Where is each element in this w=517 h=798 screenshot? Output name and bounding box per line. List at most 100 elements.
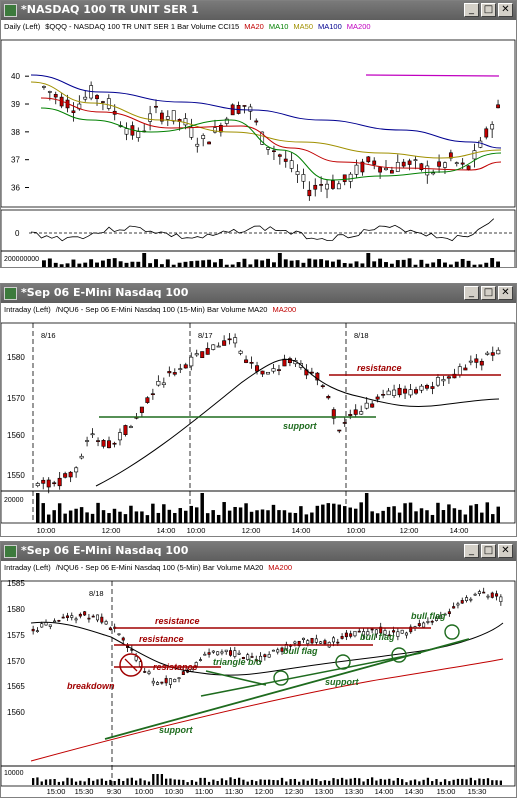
volume-bar [136,261,141,267]
candle-body [473,593,477,596]
x-tick-label: 12:00 [400,526,419,535]
support-annotation: support [283,421,317,431]
maximize-button[interactable]: □ [481,286,496,300]
volume-bar [173,779,176,785]
x-tick-label: 12:00 [102,526,121,535]
volume-bar [342,262,347,267]
volume-bar [372,261,377,267]
legend-item: MA200 [268,563,293,572]
titlebar[interactable]: *NASDAQ 100 TR UNIT SER 1 _ □ ✕ [1,1,516,20]
maximize-button[interactable]: □ [481,544,496,558]
volume-bar [248,264,253,267]
candle-body [478,140,483,148]
price-chart[interactable]: 1585 1580 1575 1570 1565 1560 8/18 resistance re… [1,561,516,797]
price-chart[interactable]: 4039383736020000000018222426313 J5791315… [1,20,516,267]
candle-body [124,128,129,135]
candle-body [342,174,347,182]
candle-body [323,640,327,645]
volume-bar [118,511,122,523]
candle-body [47,91,52,93]
volume-bar [443,262,447,267]
candle-body [148,113,153,122]
volume-bar [126,778,129,785]
ma20-line [95,358,500,487]
volume-bar [62,781,65,785]
x-tick-label: 12:00 [242,526,261,535]
candle-body [331,180,335,189]
candle-body [74,618,78,621]
candle-body [297,640,301,647]
window-icon[interactable] [4,287,17,300]
close-button[interactable]: ✕ [498,544,513,558]
volume-bar [113,781,116,785]
titlebar[interactable]: *Sep 06 E-Mini Nasdaq 100 _ □ ✕ [1,542,516,561]
candle-body [490,352,495,356]
candle-body [486,595,490,598]
volume-bar [282,510,287,523]
candle-body [79,455,84,459]
close-button[interactable]: ✕ [498,286,513,300]
volume-bar [384,262,388,267]
candle-body [357,630,361,633]
candle-body [189,356,194,367]
candle-body [101,101,105,103]
volume-bar [321,504,325,523]
volume-bar [431,262,436,267]
volume-bar [289,779,292,785]
chart-legend: Daily (Left) $QQQ - NASDAQ 100 TR UNIT SE… [4,22,376,31]
volume-bar [375,513,380,523]
volume-bar [301,262,306,267]
candle-body [374,629,378,635]
candle-body [289,160,294,169]
volume-bar [381,510,385,523]
chart-legend: Intraday (Left) /NQU6 - Sep 06 E-Mini Nas… [4,305,301,314]
candle-body [95,95,99,100]
volume-bar [250,779,254,785]
minimize-button[interactable]: _ [464,3,479,17]
candle-body [172,372,177,375]
candle-body [181,671,185,675]
volume-bar [89,259,94,267]
candle-body [359,411,364,415]
candle-body [177,677,181,679]
candle-body [266,147,270,150]
candle-body [287,358,292,364]
volume-bar [448,781,451,785]
volume-bar [366,253,371,267]
minimize-button[interactable]: _ [464,286,479,300]
volume-bar [233,506,237,523]
volume-bar [211,510,215,523]
bull-flag-circle [335,654,351,670]
volume-bar [408,502,413,523]
candle-body [396,631,400,637]
volume-bar [383,779,387,785]
x-tick-label: 13:30 [345,787,364,796]
volume-bar [430,514,435,523]
candle-body [315,372,320,381]
maximize-button[interactable]: □ [481,3,496,17]
candle-body [178,368,183,370]
close-button[interactable]: ✕ [498,3,513,17]
candle-body [353,630,357,637]
candle-body [353,409,358,415]
volume-bar [40,781,43,785]
candle-body [250,656,254,658]
titlebar[interactable]: *Sep 06 E-Mini Nasdaq 100 _ □ ✕ [1,284,516,303]
candle-body [203,653,207,656]
volume-bar [419,259,424,267]
candle-body [499,596,503,602]
volume-bar [53,262,58,267]
candle-body [151,680,155,684]
candle-body [392,389,397,396]
window-icon[interactable] [4,545,17,558]
volume-bar [83,781,86,785]
candle-body [267,654,271,658]
window-icon[interactable] [4,4,17,17]
window-nq-5min: *Sep 06 E-Mini Nasdaq 100 _ □ ✕ Intraday… [0,541,517,798]
volume-bar [448,264,453,267]
annotation-bull-flag_2: bull flag [360,632,395,642]
minimize-button[interactable]: _ [464,544,479,558]
x-tick-label: 10:00 [347,526,366,535]
price-chart[interactable]: 1580 1570 1560 1550 8/16 8/17 8/18 resistance su… [1,303,516,536]
volume-bar [425,510,429,523]
